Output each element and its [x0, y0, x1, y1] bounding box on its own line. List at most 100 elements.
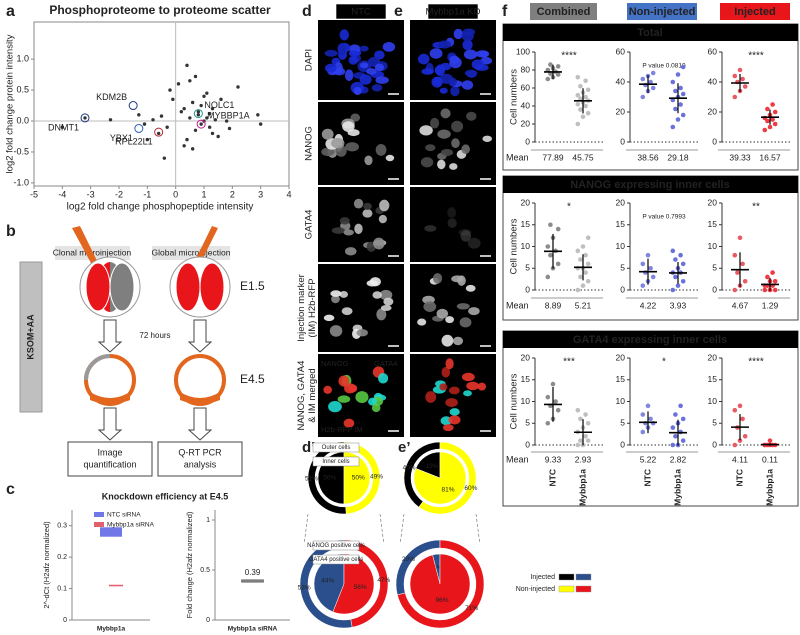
y-tick-label: 15 — [616, 219, 626, 229]
mean-row-label: Mean — [506, 454, 529, 464]
nucleus — [452, 336, 464, 346]
nucleus — [442, 424, 454, 432]
row-label: (IM) H2b-RFP — [307, 278, 318, 337]
data-point — [770, 270, 775, 275]
data-point — [575, 92, 581, 98]
data-point — [555, 226, 561, 232]
y-tick-label: 20 — [521, 118, 531, 128]
column-header: NTC — [351, 7, 371, 18]
y-tick-label: 0 — [525, 284, 530, 294]
annotated-point — [193, 109, 203, 119]
data-point — [742, 84, 748, 89]
data-point — [740, 416, 745, 422]
column-header: Combined — [537, 6, 591, 18]
data-point — [580, 244, 586, 249]
y-tick-label: 5 — [712, 418, 717, 428]
nucleus — [441, 366, 451, 378]
nucleus — [380, 305, 392, 312]
data-point — [675, 283, 681, 288]
data-point — [737, 403, 743, 409]
x-tick-label: Mybbp1a — [97, 626, 126, 633]
column-header-box — [627, 3, 697, 20]
data-point — [678, 403, 683, 409]
y-tick-label: 0 — [620, 439, 625, 449]
scatter-point — [205, 116, 209, 120]
data-point — [742, 434, 748, 439]
data-point — [585, 87, 591, 93]
scatter-point — [185, 63, 189, 68]
nucleus — [467, 237, 481, 249]
data-point — [583, 78, 588, 84]
y-tick-label: 5 — [525, 418, 530, 428]
y-tick-label: 60 — [616, 46, 626, 56]
nucleus — [439, 87, 448, 94]
ring-label: GATA4 positive cells — [309, 557, 363, 563]
nucleus — [339, 290, 349, 298]
y-tick-label: 0.1 — [57, 585, 67, 592]
nucleus — [378, 214, 387, 224]
mean-value: 9.33 — [545, 454, 562, 464]
nucleus — [451, 138, 460, 149]
x-tick-label: Mybbp1a — [764, 469, 774, 506]
nucleus — [461, 80, 474, 90]
scatter-point — [202, 94, 206, 98]
data-point — [580, 114, 586, 120]
mean-value: 77.89 — [542, 152, 564, 162]
legend-swatch — [575, 573, 592, 581]
scatter-point — [213, 118, 218, 122]
y-tick-label: 15 — [521, 219, 531, 229]
nucleus — [323, 385, 332, 394]
data-point — [772, 109, 778, 115]
section-title-bar — [503, 331, 798, 348]
scatter-point — [219, 97, 223, 102]
scatter-point — [162, 156, 167, 160]
mean-value: 3.93 — [670, 300, 687, 310]
data-point — [578, 274, 583, 280]
data-point — [673, 257, 678, 262]
data-point — [762, 287, 768, 293]
column-header-box — [335, 3, 387, 20]
y-tick-label: 40 — [708, 76, 718, 86]
panel-letter: b — [6, 223, 16, 240]
scatter-point — [185, 137, 189, 142]
data-point — [555, 261, 561, 267]
y-tick-label: 20 — [616, 352, 626, 362]
nucleus — [372, 291, 382, 299]
annotation-label: KDM2B — [96, 92, 127, 102]
connector — [400, 513, 405, 543]
ring-label: NANOG positive cells — [307, 543, 365, 549]
legend-label: Mybbp1a siRNA — [107, 522, 155, 529]
scatter-point — [224, 119, 229, 123]
nucleus — [344, 383, 357, 394]
nucleus — [445, 398, 458, 407]
y-tick-label: 20 — [708, 352, 718, 362]
nucleus — [449, 163, 458, 170]
nucleus — [436, 308, 449, 319]
percent-label: 44% — [321, 578, 334, 585]
y-tick-label: 20 — [708, 197, 718, 207]
nucleus — [354, 223, 363, 235]
scatter-point — [258, 122, 263, 126]
scatter-point — [159, 114, 164, 118]
x-tick-label: Mybbp1a — [577, 469, 587, 506]
data-point — [737, 67, 743, 73]
data-point — [732, 73, 738, 79]
x-tick-label: 2 — [230, 189, 235, 199]
annotation-label: DNMT1 — [48, 122, 79, 132]
annotated-point — [128, 101, 138, 111]
donut-segment — [409, 553, 471, 615]
nucleus — [362, 209, 373, 218]
blastocyst-half — [84, 354, 111, 381]
mean-value: 1.29 — [762, 300, 779, 310]
data-point — [770, 117, 775, 122]
scatter-point — [227, 126, 232, 131]
nucleus — [348, 55, 359, 65]
data-point — [670, 425, 676, 430]
data-point — [553, 399, 558, 404]
y-tick-label: 5 — [620, 263, 625, 273]
nucleus — [375, 143, 387, 156]
y-tick-label: 20 — [708, 106, 718, 116]
data-point — [765, 274, 770, 280]
